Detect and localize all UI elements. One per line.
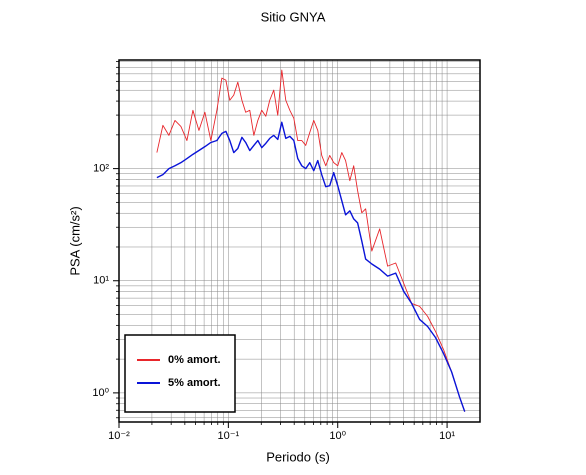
series-line: [156, 69, 466, 412]
legend-label: 5% amort.: [168, 377, 221, 389]
chart-title: Sitio GNYA: [261, 9, 326, 24]
y-axis-label: PSA (cm/s²): [67, 206, 82, 275]
x-tick-label: 10¹: [439, 430, 455, 442]
legend-label: 0% amort.: [168, 354, 221, 366]
x-axis-label: Periodo (s): [266, 449, 330, 464]
y-tick-label: 10¹: [93, 275, 109, 287]
y-tick-label: 10⁰: [92, 387, 109, 399]
plot-frame: [118, 59, 481, 423]
x-tick-label: 10⁻²: [108, 430, 130, 442]
x-tick-label: 10⁰: [329, 430, 346, 442]
legend-box: [124, 334, 236, 413]
x-tick-label: 10⁻¹: [218, 430, 240, 442]
y-tick-label: 10²: [93, 163, 109, 175]
series-line: [156, 121, 466, 412]
